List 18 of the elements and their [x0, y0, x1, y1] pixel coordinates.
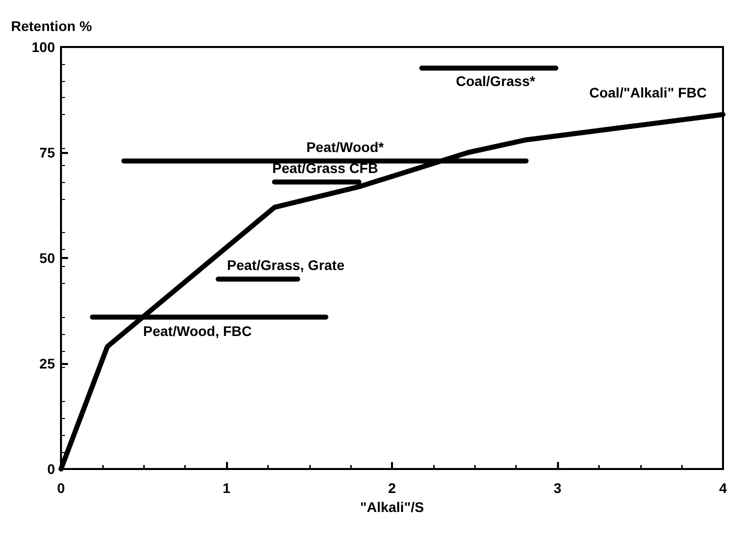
y-tick-label: 50 — [39, 250, 56, 266]
x-axis-title: "Alkali"/S — [360, 498, 424, 515]
x-tick-label: 1 — [222, 480, 231, 496]
series-label: Coal/"Alkali" FBC — [589, 84, 707, 101]
x-tick-label: 4 — [719, 480, 728, 496]
y-axis-title: Retention % — [11, 18, 92, 34]
series-label: Peat/Grass CFB — [272, 160, 378, 176]
y-tick-label: 100 — [32, 39, 56, 55]
series-label: Peat/Grass, Grate — [226, 257, 345, 274]
y-tick-label: 25 — [39, 356, 56, 372]
series-label: Coal/Grass* — [456, 73, 536, 90]
x-tick-label: 0 — [57, 480, 66, 496]
x-tick-label: 3 — [554, 480, 562, 496]
series-label: Peat/Wood, FBC — [143, 323, 252, 340]
x-tick-label: 2 — [388, 480, 396, 496]
y-tick-label: 75 — [39, 144, 56, 160]
series-label: Peat/Wood* — [306, 138, 384, 155]
y-tick-label: 0 — [47, 461, 56, 477]
